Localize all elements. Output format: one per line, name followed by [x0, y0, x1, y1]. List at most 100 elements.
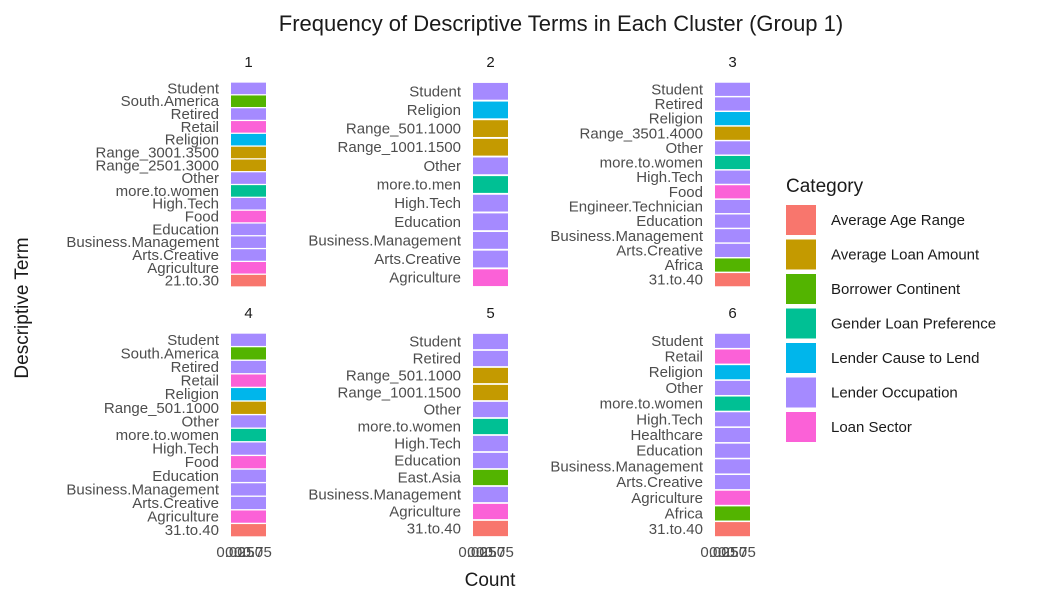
term-label: Other [665, 140, 703, 157]
x-tick-label: 0.75 [485, 544, 514, 561]
term-label: Business.Management [550, 228, 703, 245]
term-label: Arts.Creative [616, 242, 703, 259]
term-label: Retail [181, 119, 219, 136]
term-label: High.Tech [636, 411, 703, 428]
bar [715, 412, 750, 427]
bar [231, 347, 266, 360]
term-label: Range_1001.1500 [338, 385, 461, 402]
term-label: Retired [655, 96, 703, 113]
term-label: 31.to.40 [649, 272, 703, 289]
term-label: Range_501.1000 [346, 121, 461, 138]
bar [715, 365, 750, 380]
term-label: Business.Management [308, 232, 461, 249]
bar [231, 333, 266, 346]
term-label: Arts.Creative [616, 474, 703, 491]
term-label: Other [181, 413, 219, 430]
bar [473, 384, 508, 401]
term-label: Agriculture [389, 504, 461, 521]
term-label: 31.to.40 [165, 522, 219, 539]
legend-items: Average Age Range Average Loan Amount Borr… [786, 205, 996, 442]
bar [231, 428, 266, 442]
bar [473, 333, 508, 350]
term-label: Religion [165, 132, 219, 149]
term-label: Africa [665, 257, 704, 274]
term-label: Religion [649, 364, 703, 381]
bar [231, 210, 266, 223]
term-label: 31.to.40 [407, 521, 461, 538]
term-label: Religion [407, 102, 461, 119]
term-label: Education [636, 443, 703, 460]
x-tick-label: 0.00 [700, 544, 729, 561]
term-label: Agriculture [631, 490, 703, 507]
facet-panel-3: 3 StudentRetiredReligionRange_3501.4000Ot… [550, 54, 750, 289]
term-label: Business.Management [550, 458, 703, 475]
bar [715, 258, 750, 272]
legend-item: Gender Loan Preference [786, 308, 996, 339]
term-label: Engineer.Technician [569, 198, 703, 215]
bar [715, 380, 750, 395]
term-label: Religion [165, 386, 219, 403]
term-label: East.Asia [398, 470, 462, 487]
bar [231, 496, 266, 510]
facet-panels: 1StudentSouth.AmericaRetiredRetailReligi… [66, 54, 755, 561]
y-axis-title: Descriptive Term [12, 237, 33, 378]
legend-label: Average Age Range [831, 212, 965, 229]
bar [231, 172, 266, 184]
term-label: Other [181, 170, 219, 187]
term-label: more.to.women [358, 419, 461, 436]
bar [715, 396, 750, 411]
x-axis-title: Count [465, 570, 516, 591]
bar [231, 262, 266, 274]
chart-title: Frequency of Descriptive Terms in Each C… [279, 11, 843, 36]
legend-swatch [786, 308, 816, 339]
bar [715, 490, 750, 505]
facet-strip-label: 1 [244, 54, 252, 71]
legend-swatch [786, 205, 816, 235]
bar [231, 524, 266, 537]
bar [231, 483, 266, 496]
bar [715, 112, 750, 126]
term-label: Student [651, 81, 704, 98]
bar [715, 522, 750, 537]
bar [473, 401, 508, 418]
bar [473, 82, 508, 100]
bar [473, 520, 508, 537]
legend-swatch [786, 377, 816, 408]
x-tick-label: 0.00 [458, 544, 487, 561]
x-tick-label: 0.25 [709, 544, 738, 561]
term-label: Education [394, 453, 461, 470]
bar [231, 249, 266, 261]
term-label: Education [394, 214, 461, 231]
bar [715, 155, 750, 170]
bar [473, 452, 508, 469]
x-tick-label: 0.75 [243, 544, 272, 561]
term-label: Student [651, 333, 704, 350]
term-label: Other [423, 158, 461, 175]
legend-label: Lender Occupation [831, 385, 958, 402]
term-label: Healthcare [630, 427, 703, 444]
bar [473, 232, 508, 249]
bar [231, 159, 266, 172]
term-label: Food [185, 209, 219, 226]
bar [231, 360, 266, 374]
facet-strip-label: 5 [486, 305, 494, 322]
term-label: High.Tech [394, 195, 461, 212]
x-tick-label: 0.25 [225, 544, 254, 561]
bar [231, 456, 266, 469]
term-label: Student [167, 332, 220, 349]
term-label: Range_3501.4000 [580, 125, 703, 142]
term-label: High.Tech [636, 169, 703, 186]
bar [473, 418, 508, 435]
legend-swatch [786, 239, 816, 270]
term-label: more.to.women [600, 396, 703, 413]
bar [715, 97, 750, 111]
bar [715, 229, 750, 243]
bar [231, 388, 266, 401]
term-label: South.America [121, 93, 220, 110]
bar [715, 185, 750, 199]
term-label: more.to.women [600, 155, 703, 172]
legend-swatch [786, 274, 816, 304]
bar [473, 138, 508, 156]
term-label: Student [409, 334, 462, 351]
term-label: Retired [171, 106, 219, 123]
